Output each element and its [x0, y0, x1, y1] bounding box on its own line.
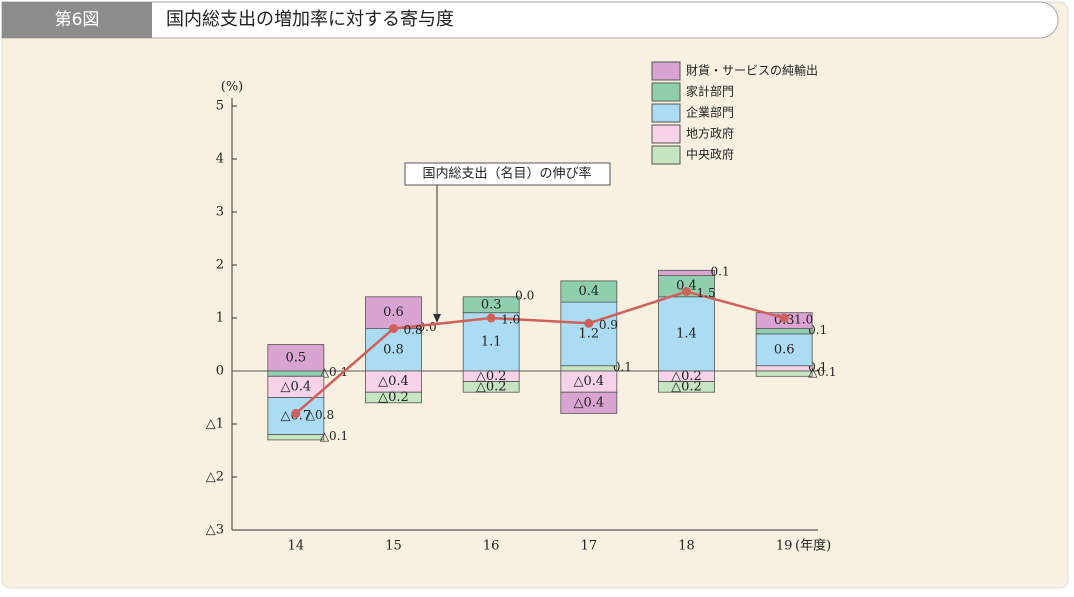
- y-tick-label: △3: [206, 523, 224, 538]
- value-label: △0.4: [573, 374, 604, 389]
- annotation-box: [404, 162, 611, 186]
- bar-segment: [755, 365, 813, 372]
- value-label: △0.2: [378, 390, 409, 405]
- legend-label: 地方政府: [686, 126, 734, 141]
- value-label: 0.5: [285, 350, 306, 365]
- growth-point: [682, 287, 691, 296]
- line-value-label: 1.0: [794, 313, 813, 327]
- bar-segment: [267, 370, 325, 377]
- line-value-label: 1.5: [697, 286, 716, 300]
- x-tick-label: 18: [678, 539, 695, 554]
- legend-label: 企業部門: [686, 105, 734, 120]
- bar-segment: [658, 381, 715, 393]
- value-label: 1.2: [578, 326, 599, 341]
- x-unit: (年度): [795, 538, 831, 554]
- bar-segment: [462, 296, 520, 314]
- legend-swatch: [651, 124, 681, 144]
- value-label: 0.1: [711, 264, 730, 278]
- growth-point: [779, 313, 789, 323]
- bar-segment: [560, 301, 618, 367]
- value-label: 0.0: [515, 288, 534, 302]
- figure-title: 国内総支出の増加率に対する寄与度: [166, 9, 454, 30]
- x-tick-label: 17: [581, 539, 598, 554]
- x-tick-label: 19: [776, 539, 793, 554]
- value-label: △0.2: [476, 379, 507, 394]
- legend-label: 財貨・サービスの純輸出: [686, 63, 818, 78]
- y-unit: (%): [221, 80, 244, 95]
- value-label: △0.1: [320, 429, 348, 443]
- growth-point: [584, 318, 594, 328]
- growth-point: [486, 313, 496, 323]
- figure-no: 第6図: [55, 10, 100, 30]
- y-tick-label: 2: [216, 258, 224, 273]
- legend-label: 家計部門: [686, 84, 734, 99]
- legend-label: 中央政府: [686, 147, 734, 162]
- y-tick-label: △2: [206, 470, 224, 485]
- bar-segment: [560, 391, 618, 414]
- y-tick-label: 3: [216, 205, 224, 220]
- value-label: 0.4: [578, 284, 599, 299]
- bar-segment: [560, 365, 618, 372]
- value-label: 0.8: [383, 342, 404, 357]
- value-label: 0.6: [774, 342, 795, 357]
- x-tick-label: 14: [288, 539, 305, 554]
- bar-segment: [462, 381, 520, 393]
- header-bar: [1, 1, 1059, 39]
- value-label: 0.4: [676, 279, 697, 294]
- growth-point: [389, 324, 398, 334]
- arrow-head: [433, 314, 441, 323]
- legend-swatch: [651, 82, 681, 102]
- line-value-label: 0.9: [599, 318, 618, 332]
- value-label: 0.1: [808, 360, 827, 374]
- legend-swatch: [651, 103, 681, 123]
- bar-segment: [755, 333, 813, 367]
- value-label: △0.1: [808, 365, 836, 379]
- x-tick-label: 16: [483, 539, 500, 554]
- bar-segment: [755, 370, 813, 377]
- bar-segment: [560, 280, 618, 303]
- annotation: 国内総支出（名目）の伸び率: [422, 166, 591, 182]
- value-label: 0.1: [613, 360, 632, 374]
- bar-segment: [267, 344, 325, 372]
- bar-segment: [658, 269, 715, 276]
- line-value-label: 0.8: [404, 323, 423, 337]
- line-value-label: 1.0: [501, 313, 520, 327]
- y-tick-label: 4: [216, 152, 224, 167]
- legend-swatch: [651, 145, 681, 165]
- value-label: △0.4: [378, 374, 409, 389]
- panel: [1, 1, 1069, 589]
- y-tick-label: 0: [216, 364, 224, 379]
- x-tick-label: 15: [385, 539, 402, 554]
- growth-point: [291, 408, 301, 418]
- bar-segment: [658, 296, 715, 372]
- y-tick-label: 5: [216, 99, 224, 114]
- y-tick-label: 1: [216, 311, 224, 326]
- value-label: 1.1: [481, 334, 502, 349]
- value-label: △0.2: [671, 369, 702, 384]
- value-label: 0.1: [808, 323, 827, 337]
- value-label: △0.4: [280, 379, 311, 394]
- figure-tab: [2, 2, 152, 38]
- growth-line: [295, 290, 785, 415]
- bar-segment: [365, 391, 422, 404]
- value-label: 0.3: [481, 297, 502, 312]
- bar-segment: [755, 328, 813, 335]
- value-label: △0.2: [476, 369, 507, 384]
- value-label: △0.4: [573, 395, 604, 410]
- value-label: △0.2: [671, 379, 702, 394]
- legend-swatch: [651, 61, 681, 81]
- value-label: 0.6: [383, 305, 404, 320]
- bar-segment: [267, 434, 325, 441]
- value-label: 1.4: [676, 326, 697, 341]
- y-tick-label: △1: [206, 417, 224, 432]
- line-value-label: △0.8: [306, 408, 334, 422]
